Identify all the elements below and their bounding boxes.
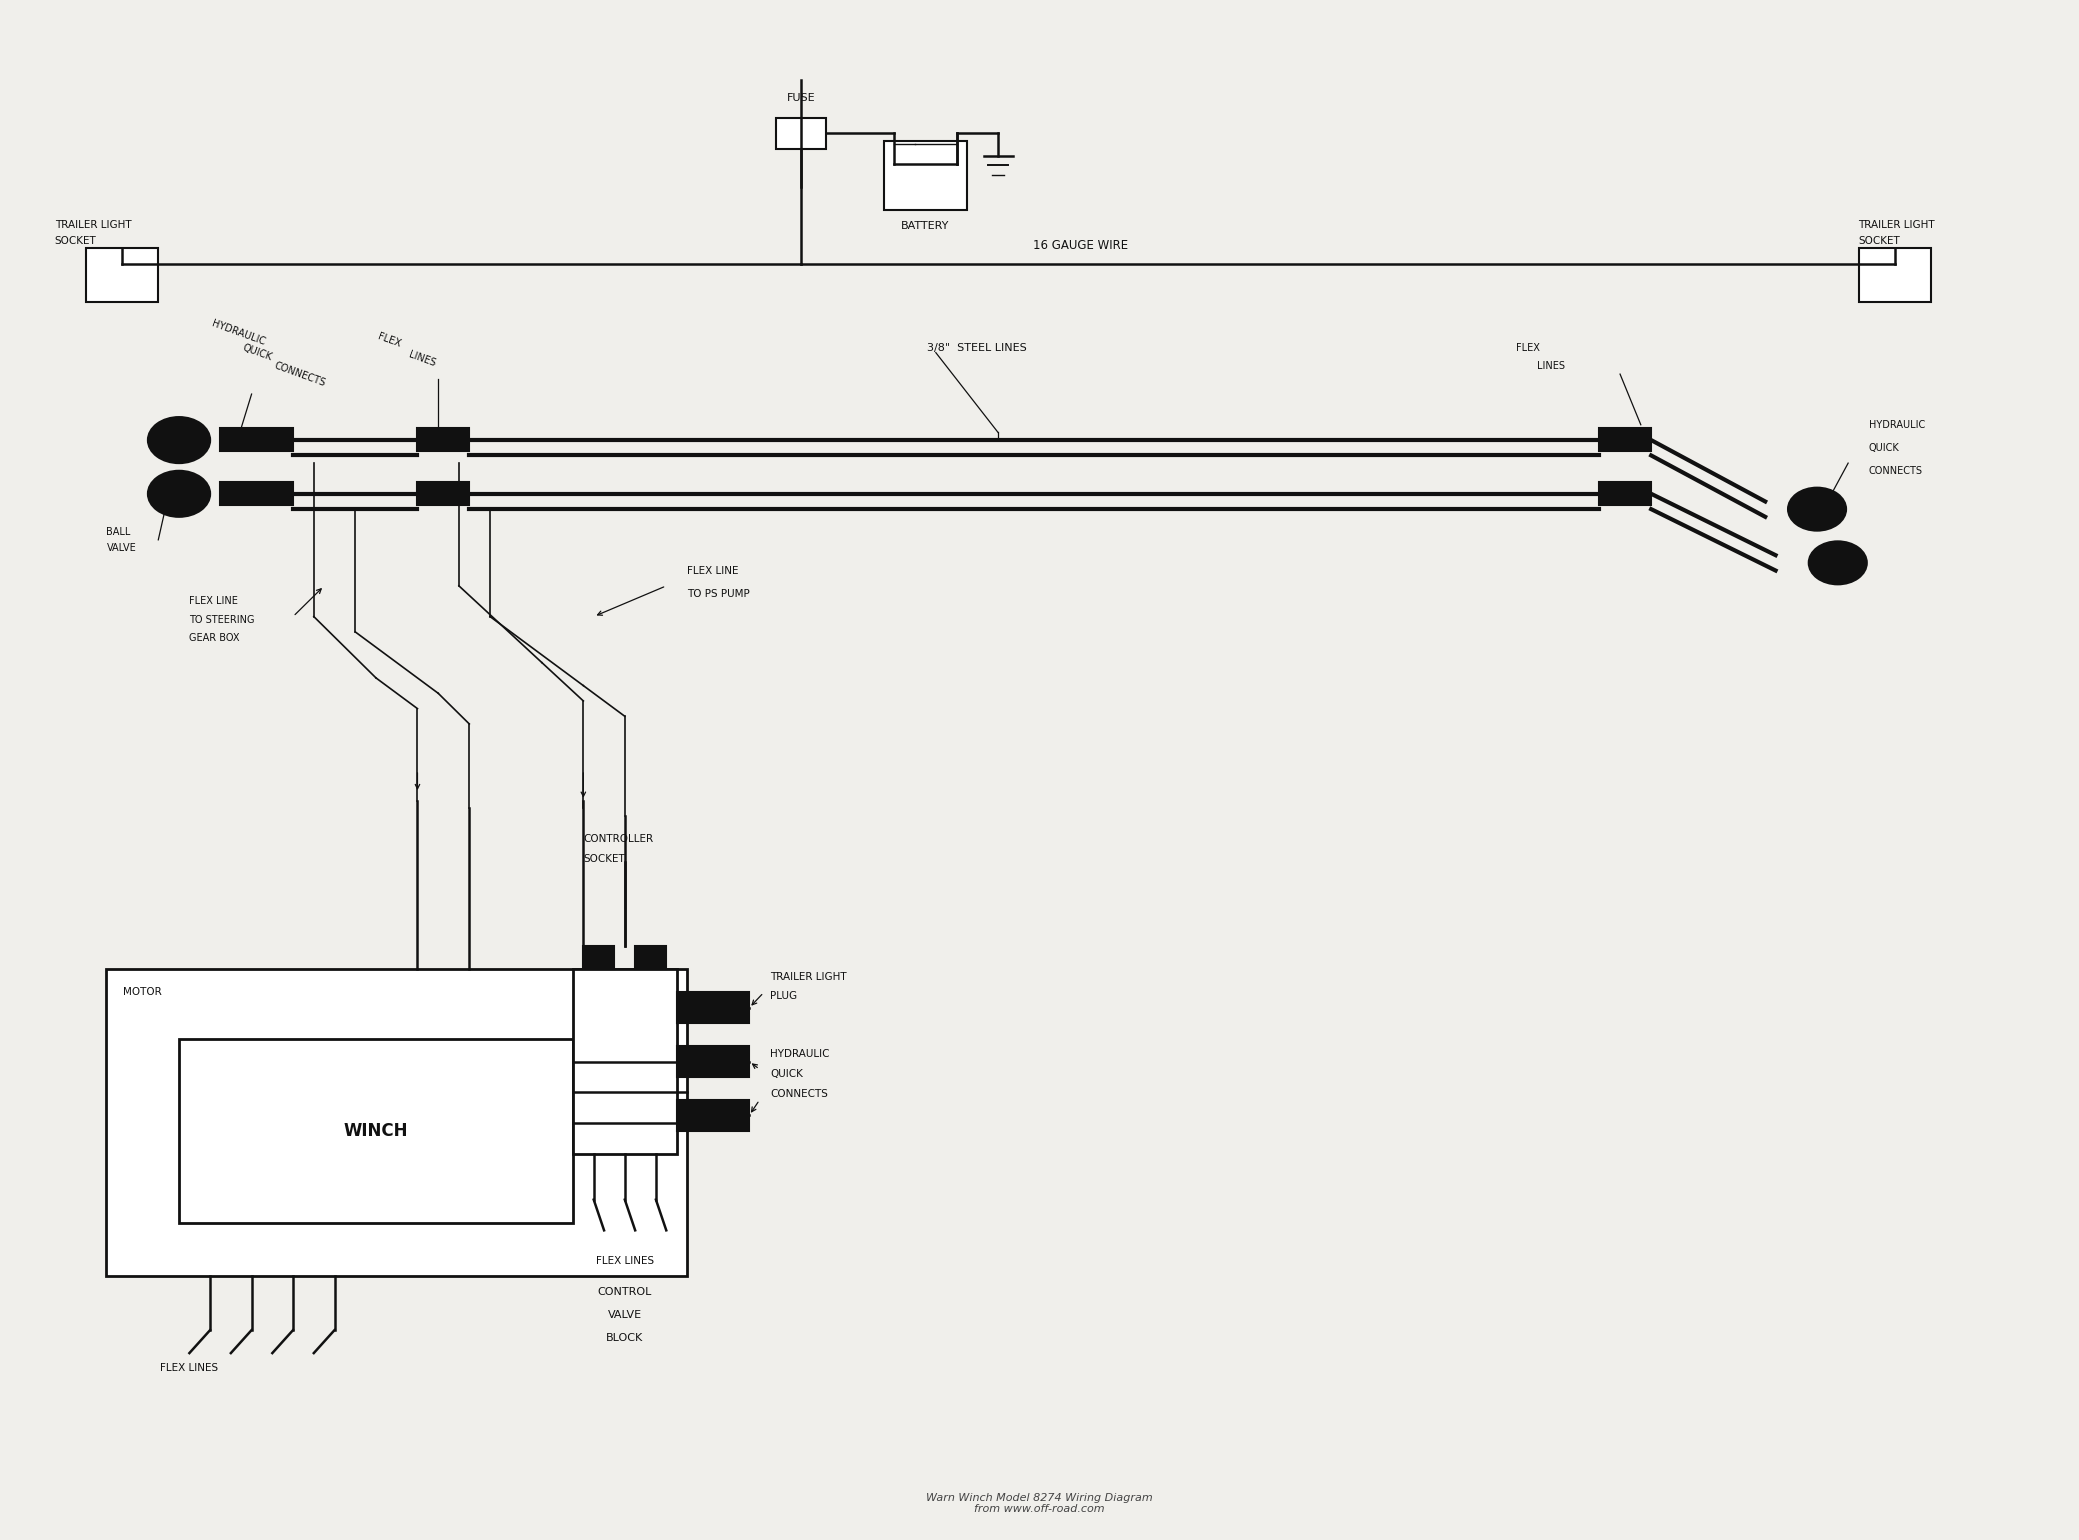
Bar [1599,428,1651,451]
Text: HYDRAULIC: HYDRAULIC [769,1049,830,1060]
Text: HYDRAULIC: HYDRAULIC [1869,420,1925,430]
Bar [179,1038,574,1223]
Bar [636,947,665,970]
Circle shape [148,471,210,517]
Bar [676,1100,748,1130]
Bar [584,947,615,970]
Bar [775,119,825,148]
Text: FLEX LINES: FLEX LINES [160,1363,218,1374]
Bar [220,428,293,451]
Text: BATTERY: BATTERY [902,220,950,231]
Text: QUICK: QUICK [241,343,274,362]
Bar [1599,482,1651,505]
Text: MOTOR: MOTOR [123,987,162,998]
Bar [1859,248,1931,302]
Text: CONNECTS: CONNECTS [769,1089,827,1098]
Text: CONTROL: CONTROL [597,1287,653,1297]
Bar [418,482,470,505]
Text: SOCKET: SOCKET [1859,236,1900,245]
Text: FLEX LINE: FLEX LINE [189,596,239,607]
Text: 16 GAUGE WIRE: 16 GAUGE WIRE [1033,239,1129,251]
Text: FLEX: FLEX [1516,343,1541,353]
Text: VALVE: VALVE [607,1309,642,1320]
Text: TO PS PUMP: TO PS PUMP [686,588,751,599]
Text: SOCKET: SOCKET [584,855,626,864]
Text: Warn Winch Model 8274 Wiring Diagram
from www.off-road.com: Warn Winch Model 8274 Wiring Diagram fro… [925,1492,1154,1514]
Bar [220,482,293,505]
Text: FLEX: FLEX [376,331,401,350]
Text: TO STEERING: TO STEERING [189,614,256,625]
Text: BALL: BALL [106,527,131,537]
Text: 3/8"  STEEL LINES: 3/8" STEEL LINES [927,343,1027,353]
Text: GEAR BOX: GEAR BOX [189,633,239,644]
Text: LINES: LINES [407,350,437,368]
Circle shape [1788,488,1846,531]
Text: QUICK: QUICK [1869,444,1900,453]
Bar [884,140,967,209]
Text: QUICK: QUICK [769,1069,802,1080]
Text: FLEX LINES: FLEX LINES [597,1257,655,1266]
Text: TRAILER LIGHT: TRAILER LIGHT [1859,220,1936,231]
Bar [676,992,748,1023]
Text: PLUG: PLUG [769,990,796,1001]
Text: CONNECTS: CONNECTS [272,360,326,388]
Text: BLOCK: BLOCK [607,1332,642,1343]
Bar [85,248,158,302]
Text: TRAILER LIGHT: TRAILER LIGHT [769,972,846,983]
Text: LINES: LINES [1536,362,1565,371]
Circle shape [1809,542,1867,584]
Text: CONNECTS: CONNECTS [1869,465,1923,476]
Text: FUSE: FUSE [786,92,815,103]
Bar [418,428,470,451]
Text: HYDRAULIC: HYDRAULIC [210,319,266,346]
Text: WINCH: WINCH [343,1121,407,1140]
Bar [676,1046,748,1076]
Text: CONTROLLER: CONTROLLER [584,835,653,844]
Bar [106,970,686,1277]
Bar [574,970,676,1153]
Text: FLEX LINE: FLEX LINE [686,565,738,576]
Text: TRAILER LIGHT: TRAILER LIGHT [54,220,131,231]
Text: VALVE: VALVE [106,542,137,553]
Text: SOCKET: SOCKET [54,236,96,245]
Circle shape [148,417,210,464]
